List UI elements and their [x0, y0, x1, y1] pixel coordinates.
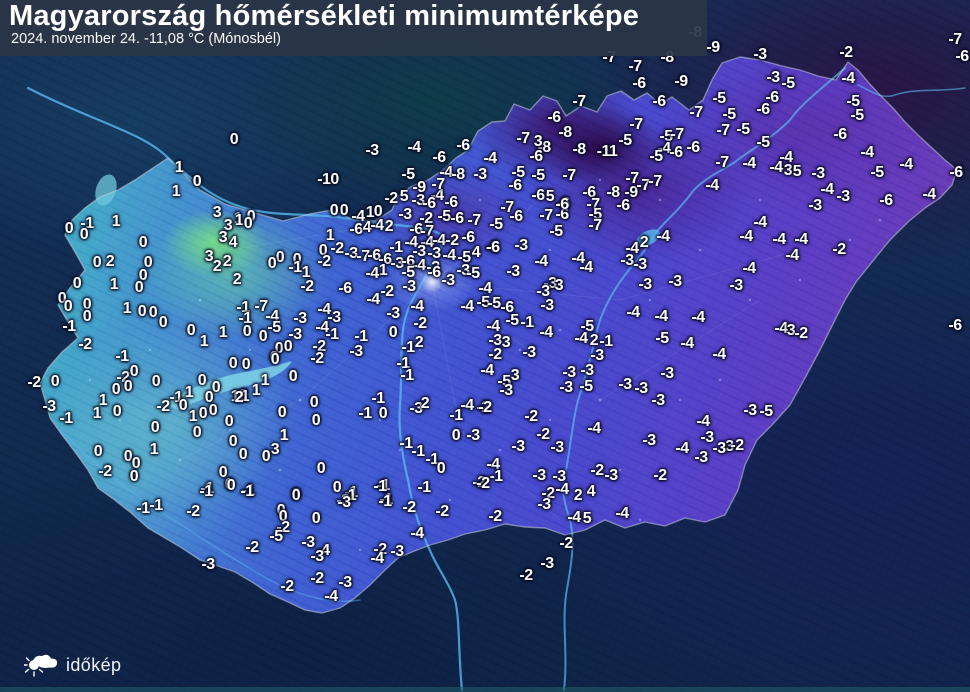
road-lines [179, 199, 801, 521]
lake-balaton [165, 361, 292, 410]
map-header: Magyarország hőmérsékleti minimumtérképe… [0, 0, 707, 56]
bottom-edge [0, 687, 970, 692]
idokep-logo-icon [24, 654, 58, 677]
tisza-river [562, 67, 846, 691]
lake-tisza [636, 229, 660, 247]
city-dots [88, 148, 882, 552]
drava-river [59, 429, 361, 603]
river-lines [26, 67, 966, 692]
danube-river [26, 86, 464, 692]
page-title: Magyarország hőmérsékleti minimumtérképe [9, 0, 640, 32]
hungary-border [39, 56, 958, 614]
idokep-logo-text: időkép [66, 654, 122, 675]
lakes [95, 174, 660, 410]
lake-ferto [95, 174, 117, 206]
idokep-logo: időkép [24, 652, 121, 678]
budapest-glow [421, 271, 443, 293]
upper-tisza-river [857, 84, 966, 98]
map-subtitle: 2024. november 24. -11,08 °C (Mónosbél) [11, 31, 281, 48]
